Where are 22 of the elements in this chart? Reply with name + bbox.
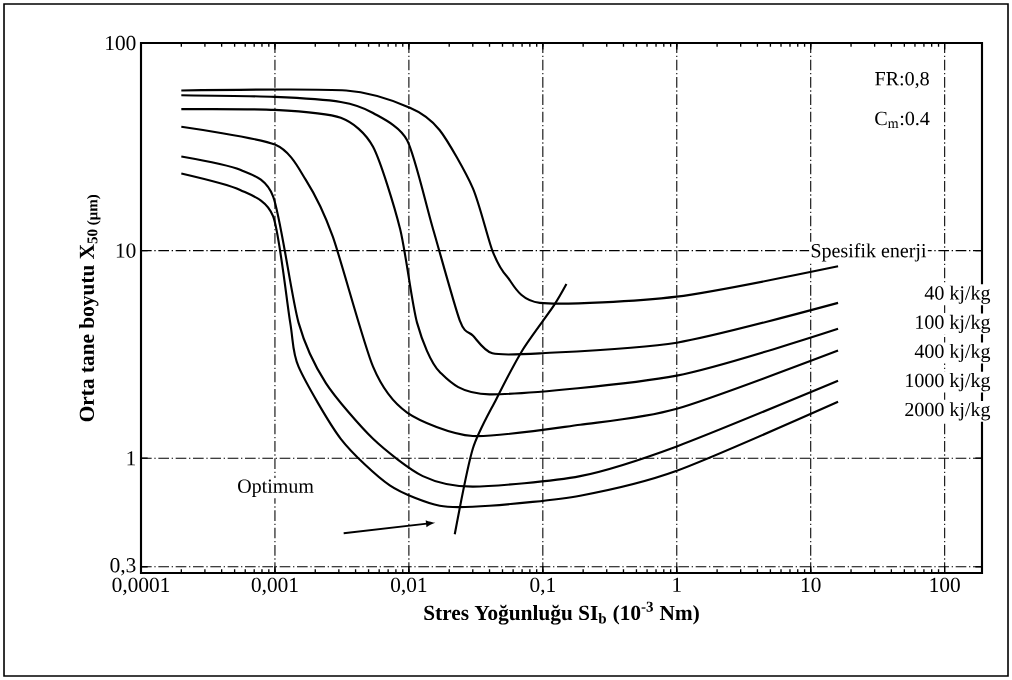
- annotation: C$_{m}$:0.4: [875, 111, 930, 128]
- x-tick-label: 10: [801, 577, 821, 593]
- y-tick-label: 100: [106, 35, 136, 51]
- x-tick-label: 0,01: [391, 577, 427, 596]
- x-tick-label: 0,1: [530, 577, 555, 596]
- annotation: 2000 kj/kg: [905, 402, 991, 421]
- annotation: 400 kj/kg: [914, 343, 991, 363]
- annotation: FR:0,8: [875, 71, 929, 89]
- y-tick-label: 1: [127, 451, 136, 466]
- x-tick-label: 1: [673, 577, 681, 592]
- x-tick-label: 100: [930, 577, 960, 593]
- y-tick-label: 10: [116, 243, 136, 258]
- annotation: 100 kj/kg: [916, 314, 991, 333]
- annotation: Optimum: [238, 479, 314, 497]
- annotation: 40 kj/kg: [924, 285, 991, 304]
- x-tick-label: 0,0001: [112, 577, 170, 596]
- x-axis-title: Stres Yoğunluğu SI$_{b}$ (10$^{-3}$ Nm): [424, 601, 699, 625]
- x-tick-label: 0,001: [251, 577, 298, 596]
- y-axis-title: Orta tane boyutu X$_{50 (µm)}$: [79, 194, 101, 422]
- y-tick-label: 0,3: [110, 558, 136, 576]
- annotation: Spesifik enerji: [811, 243, 927, 262]
- annotation: 1000 kj/kg: [906, 373, 991, 392]
